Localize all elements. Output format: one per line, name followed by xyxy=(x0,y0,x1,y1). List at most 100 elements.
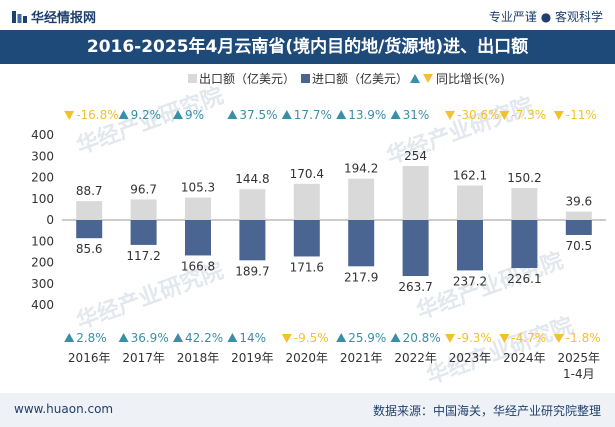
import-growth-triangle xyxy=(390,333,401,342)
import-growth-triangle xyxy=(64,333,75,342)
legend-export-swatch xyxy=(188,74,197,83)
export-growth-triangle xyxy=(173,110,183,119)
x-tick-label: 1-4月 xyxy=(563,367,595,381)
export-growth-triangle xyxy=(118,110,129,119)
y-tick-label: 100 xyxy=(31,192,54,206)
slogan: 专业严谨 ● 客观科学 xyxy=(488,10,603,24)
export-value-label: 39.6 xyxy=(565,195,592,209)
brand-logo-icon xyxy=(12,11,27,23)
x-tick-label: 2017年 xyxy=(122,351,165,365)
import-value-label: 237.2 xyxy=(453,274,487,288)
watermark-text: 华经产业研究院 xyxy=(413,248,567,325)
import-growth-triangle xyxy=(553,334,564,343)
import-growth-label: 2.8% xyxy=(76,331,107,345)
export-growth-triangle xyxy=(553,111,564,120)
export-bar xyxy=(76,201,103,220)
x-tick-label: 2024年 xyxy=(503,351,546,365)
import-growth-label: 20.8% xyxy=(403,331,441,345)
export-growth-triangle xyxy=(227,110,238,119)
export-bar xyxy=(457,185,483,220)
import-growth-label: 42.2% xyxy=(185,331,223,345)
y-tick-label: 400 xyxy=(31,298,54,312)
export-growth-label: -7.3% xyxy=(511,108,546,122)
import-value-label: 166.8 xyxy=(181,259,215,273)
import-growth-label: 25.9% xyxy=(348,331,386,345)
export-growth-label: 17.7% xyxy=(294,108,332,122)
chart-title: 2016-2025年4月云南省(境内目的地/货源地)进、出口额 xyxy=(0,30,615,64)
legend-up-triangle xyxy=(410,74,420,83)
import-growth-triangle xyxy=(445,334,455,343)
export-growth-label: 31% xyxy=(403,108,430,122)
x-tick-label: 2025年 xyxy=(558,351,601,365)
export-growth-triangle xyxy=(445,111,455,120)
import-growth-label: -1.8% xyxy=(566,331,601,345)
export-growth-triangle xyxy=(499,111,510,120)
import-bar xyxy=(130,220,157,245)
legend-growth-label: 同比增长(%) xyxy=(436,72,505,86)
legend-import-swatch xyxy=(301,74,310,83)
export-bar xyxy=(130,199,157,220)
x-tick-label: 2016年 xyxy=(68,351,111,365)
export-value-label: 194.2 xyxy=(344,162,378,176)
export-value-label: 170.4 xyxy=(290,167,324,181)
export-bar xyxy=(565,211,592,220)
y-tick-label: 400 xyxy=(31,128,54,142)
watermark-text: 华经产业研究院 xyxy=(423,313,577,390)
x-tick-label: 2020年 xyxy=(286,351,329,365)
import-growth-label: 36.9% xyxy=(131,331,169,345)
import-value-label: 263.7 xyxy=(398,280,432,294)
import-value-label: 117.2 xyxy=(126,249,160,263)
x-tick-label: 2023年 xyxy=(449,351,492,365)
import-bar xyxy=(348,220,375,267)
x-tick-label: 2019年 xyxy=(231,351,274,365)
y-tick-label: 200 xyxy=(31,171,54,185)
export-value-label: 162.1 xyxy=(453,169,487,183)
export-bar xyxy=(239,189,266,220)
legend-export-label: 出口额（亿美元） xyxy=(199,71,295,86)
import-growth-triangle xyxy=(173,333,183,342)
import-bar xyxy=(402,220,429,277)
import-bar xyxy=(457,220,483,271)
import-value-label: 85.6 xyxy=(76,242,103,256)
import-growth-label: 14% xyxy=(239,331,266,345)
y-tick-label: 100 xyxy=(31,234,54,248)
export-value-label: 254 xyxy=(404,149,427,163)
export-bar xyxy=(511,188,538,220)
export-bar xyxy=(185,197,211,220)
export-growth-label: -16.8% xyxy=(76,108,118,122)
import-value-label: 171.6 xyxy=(290,260,324,274)
y-tick-label: 300 xyxy=(31,277,54,291)
footer-website[interactable]: www.huaon.com xyxy=(14,402,114,416)
y-tick-label: 300 xyxy=(31,149,54,163)
import-growth-triangle xyxy=(336,333,347,342)
import-value-label: 189.7 xyxy=(235,264,269,278)
import-growth-label: -9.5% xyxy=(294,331,329,345)
import-growth-label: -9.3% xyxy=(457,331,492,345)
export-growth-triangle xyxy=(390,110,401,119)
import-bar xyxy=(293,220,320,257)
top-bar: 华经情报网 专业严谨 ● 客观科学 xyxy=(0,0,615,30)
legend-import-label: 进口额（亿美元） xyxy=(312,71,408,86)
import-bar xyxy=(76,220,103,239)
export-value-label: 144.8 xyxy=(235,172,269,186)
y-tick-label: 200 xyxy=(31,256,54,270)
export-bar xyxy=(402,166,429,220)
export-growth-triangle xyxy=(64,111,75,120)
export-value-label: 96.7 xyxy=(130,182,157,196)
import-value-label: 226.1 xyxy=(507,272,541,286)
legend-down-triangle xyxy=(423,74,433,83)
x-tick-label: 2021年 xyxy=(340,351,383,365)
import-growth-triangle xyxy=(118,333,129,342)
export-value-label: 105.3 xyxy=(181,181,215,195)
footer-source: 数据来源：中国海关，华经产业研究院整理 xyxy=(372,404,601,418)
y-tick-label: 0 xyxy=(46,213,54,227)
brand[interactable]: 华经情报网 xyxy=(12,7,96,26)
export-growth-label: -11% xyxy=(566,108,597,122)
export-growth-label: 13.9% xyxy=(348,108,386,122)
import-growth-triangle xyxy=(281,334,292,343)
footer: www.huaon.com 数据来源：中国海关，华经产业研究院整理 xyxy=(0,393,615,427)
import-growth-label: -4.7% xyxy=(511,331,546,345)
import-bar xyxy=(185,220,211,256)
export-value-label: 150.2 xyxy=(507,171,541,185)
import-bar xyxy=(565,220,592,235)
